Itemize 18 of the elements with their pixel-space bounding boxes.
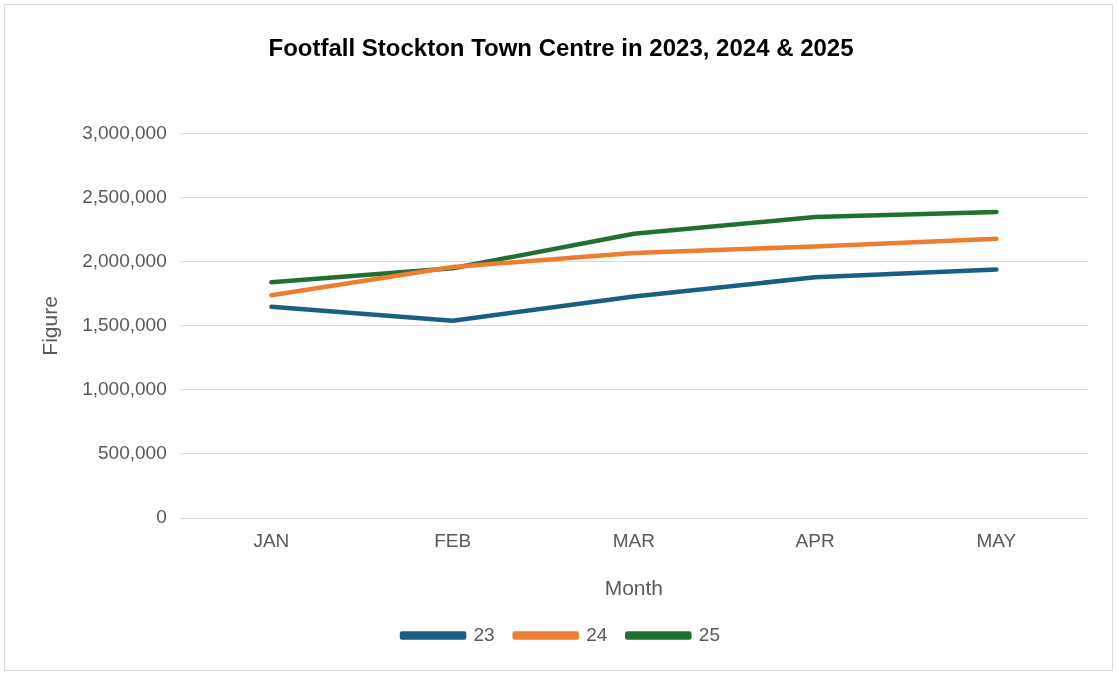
x-tick-label: MAY	[976, 529, 1017, 551]
y-tick-label: 2,500,000	[82, 186, 167, 208]
chart-title: Footfall Stockton Town Centre in 2023, 2024 & 2025	[268, 34, 854, 62]
y-tick-label: 3,000,000	[82, 122, 167, 144]
x-tick-label: MAR	[612, 529, 655, 551]
y-tick-label: 2,000,000	[82, 250, 167, 272]
x-tick-label: APR	[795, 529, 835, 551]
y-tick-label: 1,000,000	[82, 378, 167, 400]
legend-label: 25	[698, 623, 720, 645]
y-tick-label: 1,500,000	[82, 314, 167, 336]
x-axis-title: Month	[604, 576, 664, 600]
legend-label: 24	[586, 623, 608, 645]
x-tick-label: FEB	[434, 529, 472, 551]
y-tick-label: 0	[156, 506, 167, 528]
y-tick-label: 500,000	[98, 442, 167, 464]
legend-label: 23	[473, 623, 495, 645]
x-tick-label: JAN	[253, 529, 290, 551]
y-axis-title: Figure	[38, 296, 62, 356]
